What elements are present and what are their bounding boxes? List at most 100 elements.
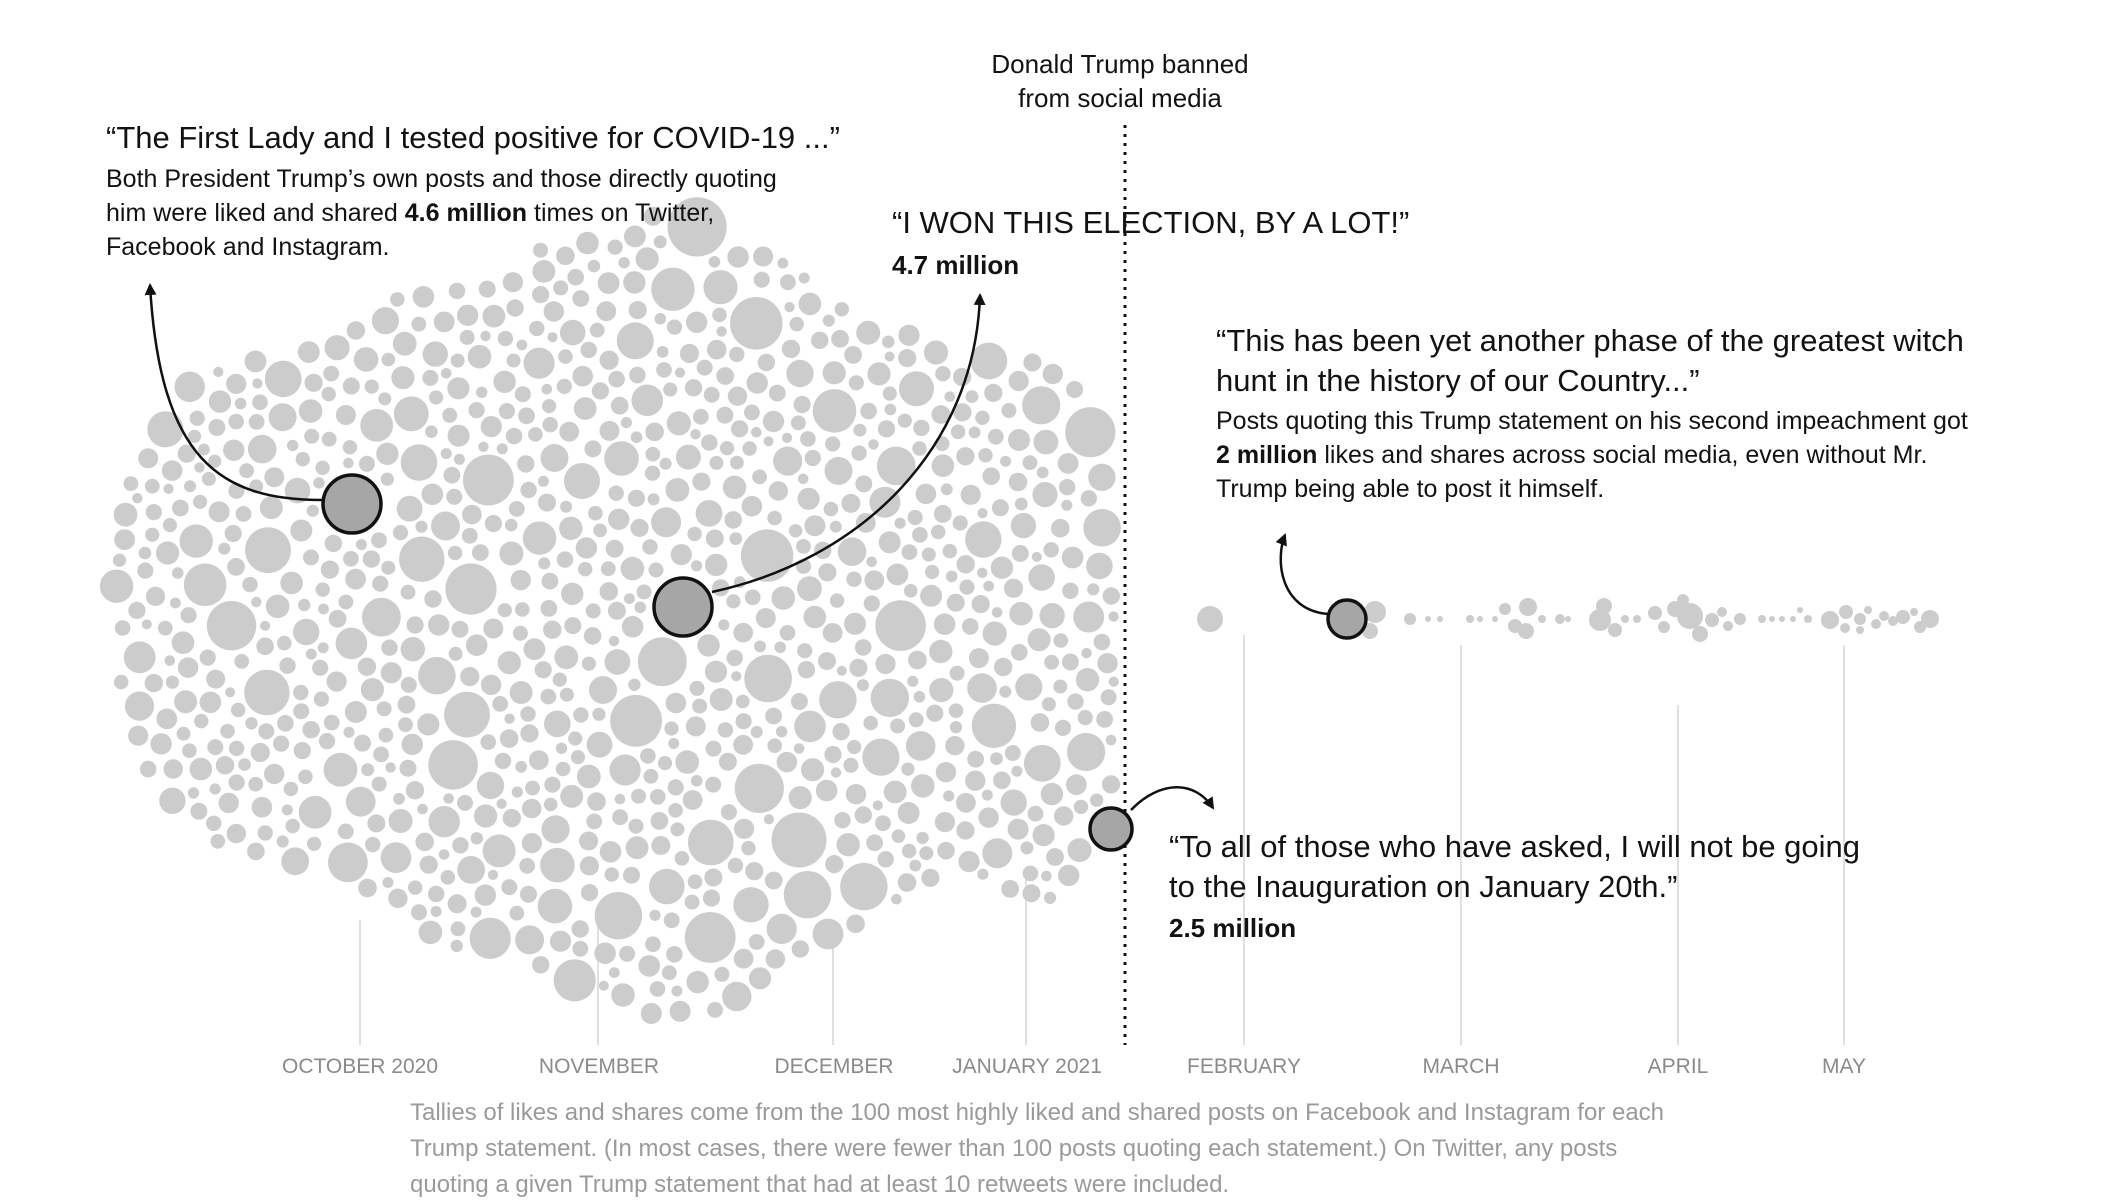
- statement-bubble: [213, 366, 224, 377]
- statement-bubble: [1067, 693, 1084, 710]
- statement-bubble: [1519, 598, 1537, 616]
- statement-bubble: [845, 784, 867, 805]
- statement-bubble: [277, 635, 292, 651]
- statement-bubble: [141, 619, 152, 630]
- statement-bubble: [174, 690, 198, 714]
- statement-bubble: [771, 812, 827, 868]
- statement-bubble: [532, 956, 550, 974]
- statement-bubble: [870, 678, 909, 718]
- statement-bubble: [648, 562, 664, 578]
- statement-bubble: [829, 520, 842, 533]
- statement-bubble: [822, 314, 835, 327]
- covid-body-start: Both President Trump’s own posts and tho…: [106, 165, 777, 227]
- statement-bubble: [371, 307, 399, 335]
- statement-bubble: [999, 685, 1012, 698]
- statement-bubble: [505, 427, 523, 445]
- tick-label-november: NOVEMBER: [538, 1055, 660, 1078]
- statement-bubble: [684, 894, 700, 910]
- statement-bubble: [1066, 774, 1087, 796]
- statement-bubble: [929, 678, 954, 703]
- statement-bubble: [931, 454, 955, 478]
- statement-bubble: [1054, 806, 1074, 826]
- statement-bubble: [358, 455, 375, 472]
- statement-bubble: [836, 665, 847, 676]
- statement-bubble: [355, 539, 367, 551]
- statement-bubble: [382, 877, 394, 888]
- statement-bubble: [597, 272, 620, 294]
- statement-bubble: [293, 618, 320, 646]
- statement-bubble: [637, 637, 687, 687]
- statement-bubble: [401, 733, 423, 756]
- statement-bubble: [537, 888, 573, 924]
- statement-bubble: [457, 304, 479, 326]
- statement-bubble: [418, 920, 443, 945]
- statement-bubble: [977, 868, 989, 880]
- statement-bubble: [666, 946, 683, 963]
- statement-bubble: [714, 966, 730, 982]
- statement-bubble: [786, 359, 814, 388]
- statement-bubble: [915, 483, 937, 505]
- tick-label-february: FEBRUARY: [1187, 1055, 1301, 1078]
- statement-bubble: [417, 713, 440, 736]
- statement-bubble: [645, 446, 661, 462]
- statement-bubble: [790, 693, 808, 710]
- statement-bubble: [1022, 865, 1039, 882]
- statement-bubble: [971, 595, 990, 614]
- statement-bubble: [720, 804, 737, 821]
- statement-bubble: [287, 439, 299, 452]
- statement-bubble: [984, 383, 1003, 402]
- statement-bubble: [777, 257, 789, 269]
- statement-bubble: [867, 362, 891, 386]
- statement-bubble: [476, 771, 505, 800]
- statement-bubble: [447, 894, 467, 914]
- statement-bubble: [744, 404, 760, 421]
- statement-bubble: [748, 934, 765, 950]
- statement-bubble: [967, 750, 984, 768]
- statement-bubble: [201, 471, 216, 486]
- statement-bubble: [553, 959, 596, 1002]
- statement-bubble: [1087, 583, 1100, 596]
- statement-bubble: [422, 369, 439, 386]
- statement-bubble: [925, 564, 940, 580]
- statement-bubble: [983, 580, 995, 592]
- statement-bubble: [960, 484, 981, 505]
- statement-bubble: [540, 600, 558, 617]
- statement-bubble: [640, 748, 656, 764]
- statement-bubble: [919, 846, 934, 861]
- statement-bubble: [556, 378, 572, 394]
- statement-bubble: [493, 370, 516, 393]
- statement-bubble: [247, 434, 277, 464]
- statement-bubble: [1734, 613, 1746, 625]
- statement-bubble: [388, 809, 413, 833]
- statement-bubble: [1088, 463, 1116, 491]
- statement-bubble: [343, 726, 355, 738]
- statement-bubble: [529, 750, 549, 770]
- statement-bubble: [897, 873, 917, 892]
- statement-bubble: [558, 349, 573, 364]
- statement-bubble: [156, 708, 178, 730]
- statement-bubble: [440, 368, 452, 379]
- statement-bubble: [1769, 616, 1775, 622]
- statement-bubble: [684, 912, 736, 963]
- statement-bubble: [207, 739, 224, 756]
- statement-bubble: [783, 871, 832, 919]
- statement-bubble: [321, 386, 336, 402]
- statement-bubble: [589, 676, 617, 704]
- statement-bubble: [1797, 607, 1803, 613]
- statement-bubble: [855, 475, 873, 493]
- statement-bubble: [663, 912, 680, 929]
- statement-bubble: [199, 649, 216, 666]
- statement-bubble: [605, 539, 624, 558]
- statement-bubble: [293, 684, 309, 701]
- statement-bubble: [187, 787, 200, 799]
- statement-bubble: [543, 301, 564, 322]
- statement-bubble: [705, 529, 724, 548]
- statement-bubble: [335, 405, 356, 425]
- statement-bubble: [695, 500, 723, 527]
- statement-bubble: [949, 721, 963, 734]
- statement-bubble: [656, 362, 672, 378]
- statement-bubble: [362, 597, 401, 637]
- statement-bubble: [793, 743, 805, 754]
- statement-bubble: [791, 415, 806, 431]
- statement-bubble: [956, 821, 975, 840]
